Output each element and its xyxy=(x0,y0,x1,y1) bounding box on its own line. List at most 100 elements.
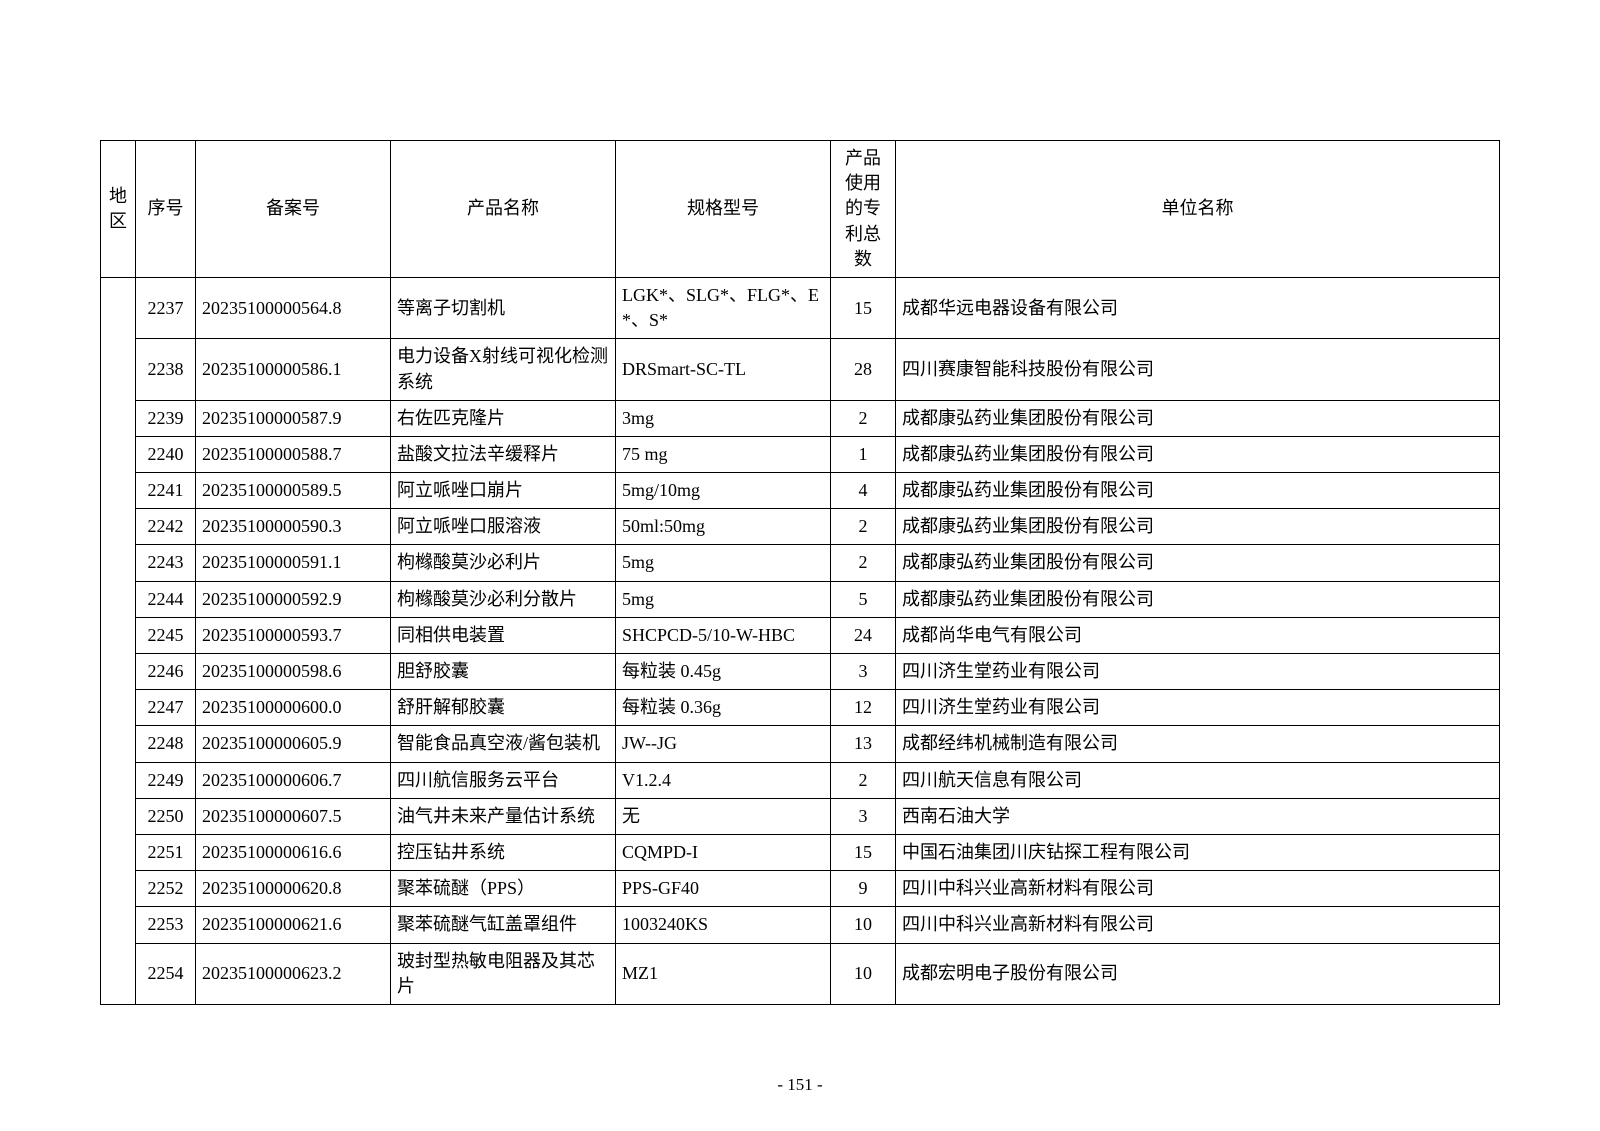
cell-patents: 28 xyxy=(831,339,896,400)
cell-patents: 15 xyxy=(831,834,896,870)
cell-company: 成都康弘药业集团股份有限公司 xyxy=(896,473,1500,509)
cell-filing: 20235100000586.1 xyxy=(196,339,391,400)
cell-filing: 20235100000600.0 xyxy=(196,690,391,726)
cell-spec: 每粒装 0.36g xyxy=(616,690,831,726)
cell-seq: 2240 xyxy=(136,436,196,472)
cell-patents: 9 xyxy=(831,871,896,907)
cell-filing: 20235100000598.6 xyxy=(196,654,391,690)
cell-product: 电力设备X射线可视化检测系统 xyxy=(391,339,616,400)
cell-patents: 2 xyxy=(831,509,896,545)
cell-filing: 20235100000620.8 xyxy=(196,871,391,907)
cell-filing: 20235100000587.9 xyxy=(196,400,391,436)
cell-spec: 3mg xyxy=(616,400,831,436)
cell-patents: 2 xyxy=(831,545,896,581)
cell-company: 四川赛康智能科技股份有限公司 xyxy=(896,339,1500,400)
header-company: 单位名称 xyxy=(896,141,1500,278)
cell-region xyxy=(101,277,136,1004)
cell-company: 成都宏明电子股份有限公司 xyxy=(896,943,1500,1004)
cell-company: 成都康弘药业集团股份有限公司 xyxy=(896,581,1500,617)
cell-product: 盐酸文拉法辛缓释片 xyxy=(391,436,616,472)
cell-spec: 5mg/10mg xyxy=(616,473,831,509)
header-row: 地区 序号 备案号 产品名称 规格型号 产品使用的专利总数 单位名称 xyxy=(101,141,1500,278)
table-row: 225420235100000623.2玻封型热敏电阻器及其芯片MZ110成都宏… xyxy=(101,943,1500,1004)
cell-patents: 3 xyxy=(831,654,896,690)
table-row: 224220235100000590.3阿立哌唑口服溶液50ml:50mg2成都… xyxy=(101,509,1500,545)
cell-company: 中国石油集团川庆钻探工程有限公司 xyxy=(896,834,1500,870)
cell-product: 胆舒胶囊 xyxy=(391,654,616,690)
cell-filing: 20235100000606.7 xyxy=(196,762,391,798)
cell-spec: 50ml:50mg xyxy=(616,509,831,545)
cell-patents: 12 xyxy=(831,690,896,726)
cell-product: 阿立哌唑口服溶液 xyxy=(391,509,616,545)
cell-seq: 2239 xyxy=(136,400,196,436)
cell-filing: 20235100000589.5 xyxy=(196,473,391,509)
cell-product: 阿立哌唑口崩片 xyxy=(391,473,616,509)
cell-spec: 1003240KS xyxy=(616,907,831,943)
cell-patents: 3 xyxy=(831,798,896,834)
cell-product: 舒肝解郁胶囊 xyxy=(391,690,616,726)
table-row: 224720235100000600.0舒肝解郁胶囊每粒装 0.36g12四川济… xyxy=(101,690,1500,726)
cell-company: 四川中科兴业高新材料有限公司 xyxy=(896,907,1500,943)
table-row: 224920235100000606.7四川航信服务云平台V1.2.42四川航天… xyxy=(101,762,1500,798)
cell-patents: 10 xyxy=(831,907,896,943)
cell-spec: CQMPD-I xyxy=(616,834,831,870)
cell-filing: 20235100000593.7 xyxy=(196,617,391,653)
header-filing: 备案号 xyxy=(196,141,391,278)
table-row: 224620235100000598.6胆舒胶囊每粒装 0.45g3四川济生堂药… xyxy=(101,654,1500,690)
page-number: - 151 - xyxy=(0,1075,1600,1095)
cell-product: 右佐匹克隆片 xyxy=(391,400,616,436)
cell-company: 成都经纬机械制造有限公司 xyxy=(896,726,1500,762)
cell-product: 等离子切割机 xyxy=(391,277,616,338)
cell-filing: 20235100000590.3 xyxy=(196,509,391,545)
cell-company: 成都华远电器设备有限公司 xyxy=(896,277,1500,338)
cell-spec: 75 mg xyxy=(616,436,831,472)
table-body: 223720235100000564.8等离子切割机LGK*、SLG*、FLG*… xyxy=(101,277,1500,1004)
cell-spec: 每粒装 0.45g xyxy=(616,654,831,690)
cell-seq: 2246 xyxy=(136,654,196,690)
cell-company: 四川济生堂药业有限公司 xyxy=(896,690,1500,726)
cell-seq: 2250 xyxy=(136,798,196,834)
cell-seq: 2252 xyxy=(136,871,196,907)
cell-filing: 20235100000564.8 xyxy=(196,277,391,338)
cell-patents: 13 xyxy=(831,726,896,762)
cell-product: 玻封型热敏电阻器及其芯片 xyxy=(391,943,616,1004)
cell-seq: 2237 xyxy=(136,277,196,338)
table-row: 224420235100000592.9枸橼酸莫沙必利分散片5mg5成都康弘药业… xyxy=(101,581,1500,617)
cell-patents: 15 xyxy=(831,277,896,338)
cell-product: 控压钻井系统 xyxy=(391,834,616,870)
cell-company: 成都尚华电气有限公司 xyxy=(896,617,1500,653)
header-spec: 规格型号 xyxy=(616,141,831,278)
table-row: 223820235100000586.1电力设备X射线可视化检测系统DRSmar… xyxy=(101,339,1500,400)
cell-spec: 5mg xyxy=(616,545,831,581)
cell-spec: DRSmart-SC-TL xyxy=(616,339,831,400)
table-row: 224020235100000588.7盐酸文拉法辛缓释片75 mg1成都康弘药… xyxy=(101,436,1500,472)
cell-seq: 2254 xyxy=(136,943,196,1004)
cell-patents: 5 xyxy=(831,581,896,617)
cell-seq: 2244 xyxy=(136,581,196,617)
cell-company: 四川中科兴业高新材料有限公司 xyxy=(896,871,1500,907)
cell-patents: 2 xyxy=(831,400,896,436)
table-row: 224520235100000593.7同相供电装置SHCPCD-5/10-W-… xyxy=(101,617,1500,653)
cell-company: 成都康弘药业集团股份有限公司 xyxy=(896,436,1500,472)
cell-spec: 无 xyxy=(616,798,831,834)
cell-product: 智能食品真空液/酱包装机 xyxy=(391,726,616,762)
cell-company: 成都康弘药业集团股份有限公司 xyxy=(896,400,1500,436)
cell-seq: 2243 xyxy=(136,545,196,581)
cell-seq: 2248 xyxy=(136,726,196,762)
header-seq: 序号 xyxy=(136,141,196,278)
cell-product: 枸橼酸莫沙必利分散片 xyxy=(391,581,616,617)
table-row: 223920235100000587.9右佐匹克隆片3mg2成都康弘药业集团股份… xyxy=(101,400,1500,436)
table-row: 224120235100000589.5阿立哌唑口崩片5mg/10mg4成都康弘… xyxy=(101,473,1500,509)
header-region: 地区 xyxy=(101,141,136,278)
cell-product: 聚苯硫醚（PPS） xyxy=(391,871,616,907)
header-product: 产品名称 xyxy=(391,141,616,278)
cell-spec: V1.2.4 xyxy=(616,762,831,798)
cell-company: 成都康弘药业集团股份有限公司 xyxy=(896,545,1500,581)
header-patents: 产品使用的专利总数 xyxy=(831,141,896,278)
cell-filing: 20235100000621.6 xyxy=(196,907,391,943)
cell-filing: 20235100000588.7 xyxy=(196,436,391,472)
cell-filing: 20235100000592.9 xyxy=(196,581,391,617)
cell-spec: MZ1 xyxy=(616,943,831,1004)
cell-filing: 20235100000591.1 xyxy=(196,545,391,581)
table-row: 225220235100000620.8聚苯硫醚（PPS）PPS-GF409四川… xyxy=(101,871,1500,907)
